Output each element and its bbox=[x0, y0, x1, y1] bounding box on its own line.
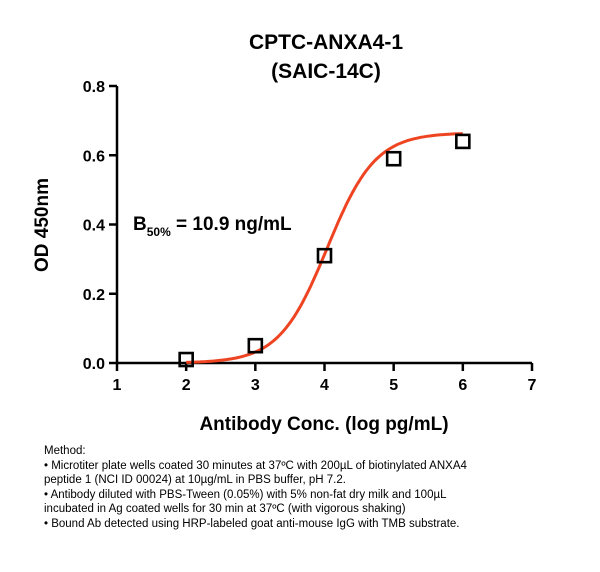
x-tick-label-4: 4 bbox=[320, 377, 329, 394]
x-tick-label-6: 6 bbox=[458, 377, 467, 394]
method-heading: Method: bbox=[44, 445, 86, 457]
data-point-4 bbox=[385, 150, 402, 167]
y-tick-label-0.4: 0.4 bbox=[83, 218, 105, 235]
data-point-1 bbox=[178, 351, 194, 368]
x-tick-label-2: 2 bbox=[182, 377, 191, 394]
chart-title-line-2: (SAIC-14C) bbox=[271, 60, 381, 83]
x-ticks: 1 2 3 4 5 6 7 bbox=[113, 363, 537, 394]
x-axis-title: Antibody Conc. (log pg/mL) bbox=[199, 414, 448, 435]
plot-area: 1 2 3 4 5 6 7 0.0 0.2 0.4 0.6 0.8 bbox=[83, 79, 537, 394]
chart-title-line-1: CPTC-ANXA4-1 bbox=[249, 31, 403, 54]
method-line-4: incubated in Ag coated wells for 30 min … bbox=[44, 503, 406, 516]
x-tick-label-3: 3 bbox=[251, 377, 260, 394]
y-tick-label-0.2: 0.2 bbox=[83, 287, 105, 304]
method-line-3: • Antibody diluted with PBS-Tween (0.05%… bbox=[44, 488, 447, 501]
y-tick-label-0.8: 0.8 bbox=[83, 79, 105, 96]
y-tick-label-0.0: 0.0 bbox=[83, 356, 105, 373]
data-point-2 bbox=[247, 337, 264, 354]
x-tick-label-1: 1 bbox=[113, 377, 122, 394]
data-point-5 bbox=[455, 133, 471, 150]
x-tick-label-5: 5 bbox=[389, 377, 398, 394]
b50-annotation-main: B bbox=[133, 214, 147, 235]
b50-annotation-subscript: 50% bbox=[147, 225, 171, 239]
method-line-5: • Bound Ab detected using HRP-labeled go… bbox=[44, 517, 460, 530]
method-notes: Method: • Microtiter plate wells coated … bbox=[44, 444, 584, 532]
x-tick-label-7: 7 bbox=[528, 377, 537, 394]
method-line-2: peptide 1 (NCI ID 00024) at 10µg/mL in P… bbox=[44, 474, 346, 487]
y-tick-label-0.6: 0.6 bbox=[83, 148, 105, 165]
fit-curve bbox=[186, 132, 463, 364]
b50-annotation: B50% = 10.9 ng/mL bbox=[133, 214, 292, 239]
data-point-3 bbox=[316, 247, 333, 264]
y-ticks: 0.0 0.2 0.4 0.6 0.8 bbox=[83, 79, 117, 373]
data-points bbox=[178, 133, 471, 368]
b50-annotation-value: = 10.9 ng/mL bbox=[171, 214, 292, 235]
y-axis-title: OD 450nm bbox=[32, 178, 53, 272]
method-line-1: • Microtiter plate wells coated 30 minut… bbox=[44, 459, 467, 472]
